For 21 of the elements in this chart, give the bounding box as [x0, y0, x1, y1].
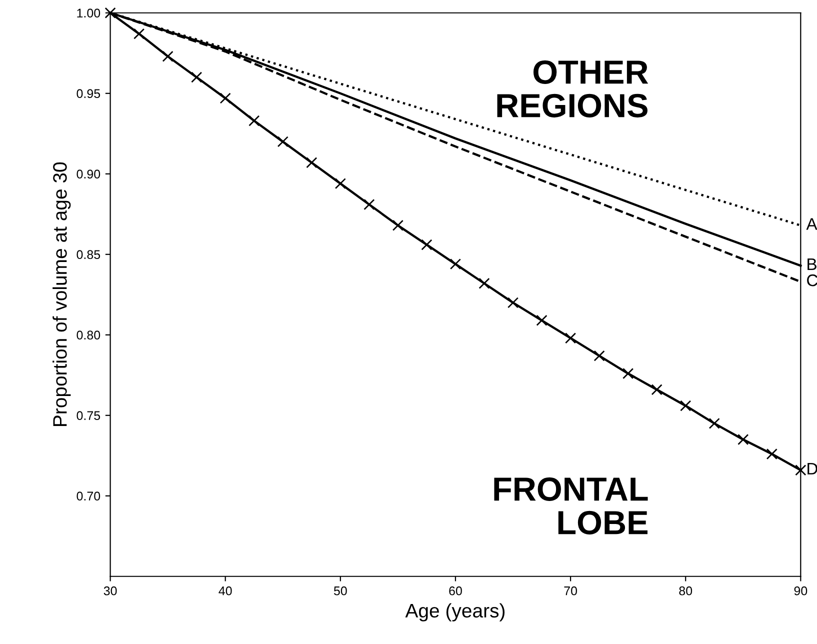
x-tick-label: 90: [794, 586, 808, 596]
y-tick-label: 1.00: [77, 8, 100, 18]
y-axis-title: Proportion of volume at age 30: [52, 162, 71, 426]
y-tick-label: 0.80: [76, 330, 100, 340]
y-tick-label: 0.85: [76, 250, 100, 260]
x-axis-title: Age (years): [405, 603, 505, 622]
y-tick-label: 0.75: [76, 411, 100, 420]
y-tick-label: 0.70: [76, 492, 100, 501]
series-label: A: [806, 218, 817, 230]
x-tick-label: 80: [679, 586, 692, 596]
x-tick-label: 50: [334, 586, 347, 596]
series-label: D: [808, 462, 817, 474]
y-tick-label: 0.90: [76, 170, 100, 179]
y-tick-label: 0.95: [76, 89, 100, 98]
x-tick-label: 60: [449, 586, 462, 596]
annotation: OTHER REGIONS: [497, 60, 648, 118]
x-tick-label: 70: [564, 586, 577, 596]
x-tick-label: 40: [218, 586, 232, 596]
x-tick-label: 30: [104, 586, 117, 596]
annotation: FRONTAL LOBE: [494, 477, 648, 534]
series-label: B: [808, 258, 816, 270]
